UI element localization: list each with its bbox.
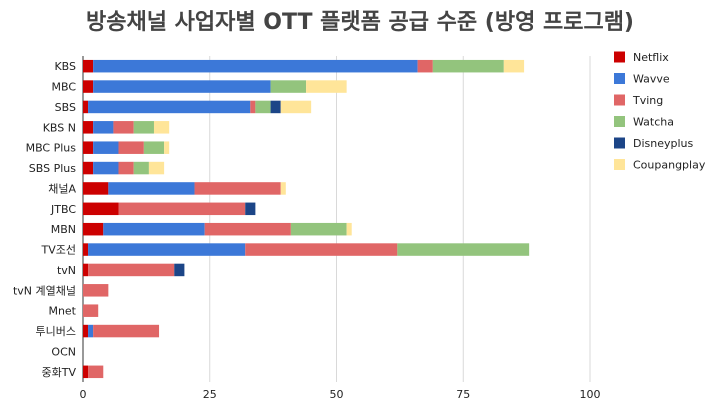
bar-tving-3 (113, 121, 134, 134)
category-label: KBS N (43, 121, 76, 134)
legend: Netflix Wavve Tving Watcha Disneyplus Coupang… (614, 51, 706, 172)
category-label: TV조선 (41, 244, 76, 257)
bar-wavve-8 (103, 222, 205, 236)
chart-title: 방송채널 사업자별 OTT 플랫폼 공급 수준 (방영 프로그램) (86, 10, 634, 35)
bar-wavve-2 (88, 100, 251, 114)
bar-netflix-9 (83, 243, 89, 256)
bar-wavve-4 (93, 141, 119, 154)
category-labels: KBS MBC SBS KBS N MBC Plus SBS Plus 채널A JTBC MBN… (13, 60, 77, 379)
category-label: 투니버스 (36, 325, 76, 338)
bar-disneyplus-2 (270, 100, 281, 114)
x-tick-label-0: 0 (80, 388, 87, 401)
bar-netflix-6 (83, 182, 109, 195)
bar-tving-11 (83, 284, 109, 297)
x-tick-label-100: 100 (580, 388, 601, 401)
bar-tving-9 (245, 243, 398, 256)
legend-label-wavve: Wavve (633, 73, 670, 86)
bar-coupangplay-5 (148, 161, 165, 175)
category-label: JTBC (50, 203, 76, 216)
legend-label-tving: Tving (632, 94, 663, 107)
bar-wavve-5 (93, 161, 119, 175)
bar-tving-7 (118, 202, 246, 216)
bar-watcha-4 (143, 141, 165, 154)
bar-wavve-13 (88, 324, 94, 338)
bar-coupangplay-6 (280, 182, 286, 195)
bar-tving-10 (88, 263, 175, 277)
bar-tving-5 (118, 161, 134, 175)
bar-tving-0 (417, 59, 433, 73)
bar-watcha-0 (432, 59, 504, 73)
bar-tving-6 (194, 182, 281, 195)
bar-tving-4 (118, 141, 144, 154)
bar-watcha-5 (133, 161, 149, 175)
legend-swatch-coupangplay (614, 159, 625, 170)
category-label: SBS (55, 101, 76, 114)
legend-swatch-netflix (614, 51, 625, 63)
bars (83, 59, 530, 379)
bar-netflix-7 (83, 202, 119, 216)
bar-netflix-4 (83, 141, 94, 154)
bar-coupangplay-1 (306, 80, 347, 93)
bar-tving-13 (93, 324, 160, 338)
category-label: KBS (54, 60, 76, 73)
bar-tving-12 (83, 304, 99, 317)
bar-netflix-3 (83, 121, 94, 134)
bar-netflix-1 (83, 80, 94, 93)
category-label: Mnet (48, 305, 76, 318)
bar-watcha-1 (270, 80, 307, 93)
x-tick-label-75: 75 (456, 388, 470, 401)
category-label: OCN (51, 345, 76, 358)
bar-tving-8 (204, 222, 291, 236)
legend-label-disneyplus: Disneyplus (633, 137, 694, 150)
legend-label-coupangplay: Coupangplay (633, 159, 706, 172)
bar-wavve-0 (93, 59, 418, 73)
bar-watcha-8 (290, 222, 347, 236)
bar-netflix-8 (83, 222, 104, 236)
bar-watcha-2 (255, 100, 271, 114)
bar-wavve-1 (93, 80, 271, 93)
legend-swatch-wavve (614, 73, 625, 84)
bar-tving-15 (88, 365, 104, 379)
bar-disneyplus-10 (174, 263, 185, 277)
category-label: 채널A (48, 182, 76, 195)
bar-disneyplus-7 (245, 202, 256, 216)
bar-coupangplay-0 (503, 59, 525, 73)
legend-swatch-disneyplus (614, 137, 625, 149)
bar-netflix-10 (83, 263, 89, 277)
x-tick-label-50: 50 (330, 388, 344, 401)
bar-watcha-9 (397, 243, 530, 256)
category-label: tvN (57, 264, 76, 277)
category-label: tvN 계열채널 (13, 284, 76, 297)
legend-label-watcha: Watcha (633, 116, 674, 129)
category-label: 중화TV (42, 366, 77, 379)
bar-netflix-13 (83, 324, 89, 338)
category-label: MBC (51, 81, 76, 94)
category-label: MBN (51, 223, 76, 236)
legend-label-netflix: Netflix (633, 51, 669, 64)
bar-coupangplay-3 (153, 121, 170, 134)
bar-netflix-2 (83, 100, 89, 114)
bar-watcha-3 (133, 121, 154, 134)
category-label: SBS Plus (29, 162, 76, 175)
x-tick-labels: 0 25 50 75 100 (80, 388, 601, 401)
bar-wavve-3 (93, 121, 114, 134)
bar-tving-2 (250, 100, 256, 114)
category-label: MBC Plus (26, 142, 77, 155)
bar-wavve-6 (108, 182, 195, 195)
bar-coupangplay-8 (346, 222, 352, 236)
bar-netflix-15 (83, 365, 89, 379)
bar-coupangplay-2 (280, 100, 312, 114)
bar-netflix-0 (83, 59, 94, 73)
legend-swatch-watcha (614, 116, 625, 127)
legend-swatch-tving (614, 94, 625, 106)
bar-netflix-5 (83, 161, 94, 175)
bar-coupangplay-4 (164, 141, 170, 154)
bar-wavve-9 (88, 243, 246, 256)
x-tick-label-25: 25 (203, 388, 217, 401)
